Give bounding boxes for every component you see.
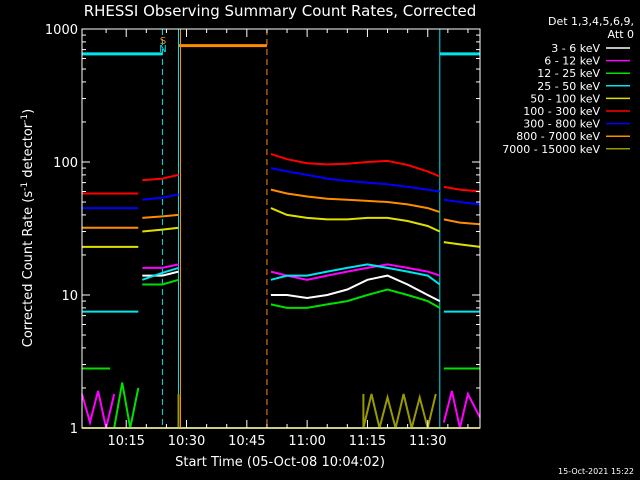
chart-title: RHESSI Observing Summary Count Rates, Co… bbox=[84, 2, 477, 20]
series-line-0-1 bbox=[142, 270, 179, 277]
y-tick-label-2: 100 bbox=[53, 156, 78, 171]
y-axis-label: Corrected Count Rate (s-1 detector-1) bbox=[20, 109, 36, 347]
series-8 bbox=[82, 393, 480, 429]
series-7 bbox=[82, 188, 481, 229]
legend-label-7: 800 - 7000 keV bbox=[516, 130, 600, 143]
x-axis-label: Start Time (05-Oct-08 10:04:02) bbox=[175, 455, 385, 470]
legend-label-1: 6 - 12 keV bbox=[544, 55, 600, 68]
x-tick-label-5: 11:30 bbox=[409, 434, 446, 449]
series-line-3-1 bbox=[141, 266, 179, 281]
series-line-6-2 bbox=[270, 167, 440, 193]
legend-label-3: 25 - 50 keV bbox=[537, 80, 600, 93]
series-line-1-0 bbox=[81, 390, 116, 429]
series-6 bbox=[82, 167, 481, 210]
legend-label-6: 300 - 800 keV bbox=[523, 118, 600, 131]
x-tick-label-2: 10:45 bbox=[228, 434, 265, 449]
series-line-5-1 bbox=[142, 173, 179, 182]
y-tick-label-1: 10 bbox=[61, 289, 78, 304]
flag-label-s: S bbox=[160, 36, 166, 47]
series-line-7-1 bbox=[142, 213, 179, 219]
x-tick-label-3: 11:00 bbox=[288, 434, 325, 449]
series-line-1-3 bbox=[442, 390, 481, 429]
y-axis-ticks: 1 10 100 1000 bbox=[45, 23, 480, 437]
legend-label-8: 7000 - 15000 keV bbox=[502, 143, 600, 156]
x-tick-label-1: 10:30 bbox=[168, 434, 205, 449]
series-line-0-2 bbox=[270, 274, 441, 302]
legend-label-0: 3 - 6 keV bbox=[551, 42, 600, 55]
series-line-3-2 bbox=[270, 263, 441, 286]
legend-title-attenuator: Att 0 bbox=[608, 28, 634, 41]
plot-timestamp: 15-Oct-2021 15:22 bbox=[558, 467, 634, 476]
series-3 bbox=[82, 263, 480, 313]
series-line-6-3 bbox=[443, 198, 481, 206]
series-5 bbox=[82, 152, 481, 195]
series-2 bbox=[82, 278, 480, 429]
series-line-6-1 bbox=[142, 193, 179, 201]
legend-label-5: 100 - 300 keV bbox=[523, 105, 600, 118]
series-line-5-2 bbox=[270, 152, 441, 178]
x-tick-label-0: 10:15 bbox=[107, 434, 144, 449]
legend-title-detectors: Det 1,3,4,5,6,9, bbox=[548, 15, 634, 28]
legend-label-4: 50 - 100 keV bbox=[530, 92, 600, 105]
series-line-2-2 bbox=[142, 278, 179, 286]
chart-marks: SN bbox=[81, 29, 481, 429]
series-line-7-2 bbox=[270, 188, 441, 214]
y-tick-label-3: 1000 bbox=[45, 23, 78, 38]
series-0 bbox=[82, 270, 480, 429]
x-axis-ticks: 10:15 10:30 10:45 11:00 11:15 11:30 bbox=[105, 29, 469, 449]
y-tick-label-0: 1 bbox=[70, 422, 78, 437]
series-line-2-3 bbox=[270, 288, 441, 309]
series-line-8-2 bbox=[362, 393, 437, 429]
series-line-5-3 bbox=[443, 185, 481, 193]
legend-label-2: 12 - 25 keV bbox=[537, 67, 600, 80]
series-line-4-2 bbox=[270, 207, 441, 233]
flag-labels: SN bbox=[159, 36, 166, 55]
series-line-7-3 bbox=[443, 218, 481, 226]
plot-frame bbox=[81, 28, 481, 429]
series-line-2-1 bbox=[113, 382, 140, 429]
series-line-1-1 bbox=[142, 263, 179, 269]
series-line-1-2 bbox=[270, 263, 441, 281]
series-line-4-1 bbox=[142, 226, 179, 233]
x-tick-label-4: 11:15 bbox=[349, 434, 386, 449]
series-line-4-3 bbox=[443, 241, 481, 248]
series-4 bbox=[82, 207, 481, 248]
flag-label-n: N bbox=[159, 44, 166, 55]
